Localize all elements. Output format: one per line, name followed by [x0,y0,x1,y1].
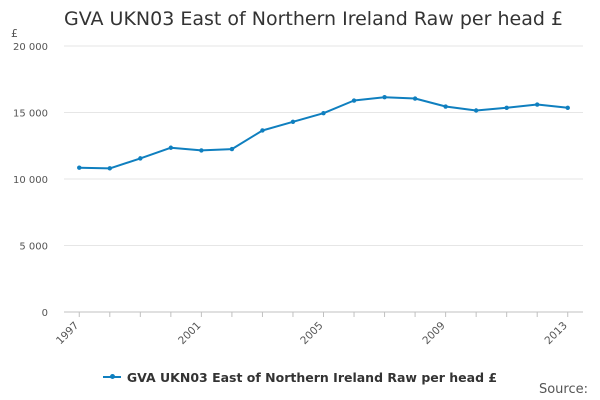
data-point [473,108,479,113]
y-tick-label: 10 000 [13,175,48,186]
data-point [321,110,326,116]
x-tick-label: 1997 [54,320,81,347]
axes: 0 5 000 10 000 15 000 20 000 £1997 2001 2005 200… [11,27,570,347]
data-point [229,146,235,152]
legend-swatch [102,374,121,379]
data-point [290,119,296,125]
data-point [77,165,82,170]
x-tick-label: 2001 [176,320,203,347]
data-point [168,145,174,150]
chart-title: GVA UKN03 East of Northern Ireland Raw p… [64,8,564,30]
data-point [412,96,418,101]
source-label: Source: [538,382,588,397]
data-point [138,156,143,161]
y-tick-label: 20 000 [13,42,48,53]
data-point [382,95,387,100]
data-point [535,102,540,107]
y-tick-label: 0 [42,308,48,319]
series-line [79,96,568,170]
legend-label: GVA UKN03 East of Northern Ireland Raw p… [126,369,498,385]
y-tick-label: 5 000 [19,242,48,253]
grid-lines [64,45,583,313]
data-point [351,98,357,103]
data-point [565,105,570,111]
x-tick-label: 2005 [298,320,325,347]
x-tick-label: 2009 [420,320,447,347]
data-point [443,104,448,109]
x-tick-label: 2013 [542,320,569,347]
data-point [504,105,509,111]
data-point [260,128,265,133]
series [77,95,570,171]
data-point [107,166,112,171]
y-tick-label: 15 000 [13,109,48,120]
y-axis-label: £ [11,27,18,40]
data-point [199,148,204,153]
legend[interactable]: GVA UKN03 East of Northern Ireland Raw p… [0,366,600,385]
